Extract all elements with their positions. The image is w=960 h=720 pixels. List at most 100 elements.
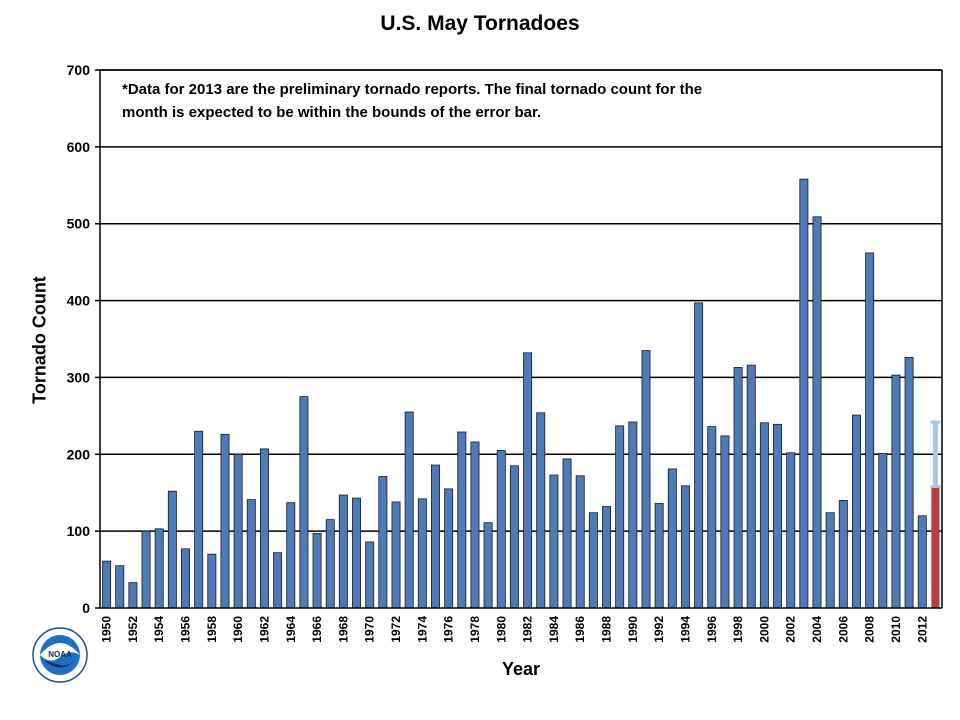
x-tick-label: 2008 <box>863 616 877 643</box>
x-tick-label: 1992 <box>652 616 666 643</box>
x-tick-label: 2006 <box>836 616 850 643</box>
x-tick-label: 1982 <box>521 616 535 643</box>
bar-1989 <box>615 425 625 609</box>
bar-1985 <box>562 458 572 609</box>
x-tick-label: 1998 <box>731 616 745 643</box>
y-tick-label: 0 <box>82 600 90 616</box>
x-tick-label: 1974 <box>415 616 429 643</box>
x-tick-label: 2004 <box>810 616 824 643</box>
bar-1953 <box>141 530 151 609</box>
bar-2003 <box>799 178 809 609</box>
bar-2007 <box>852 414 861 609</box>
x-tick-label: 1986 <box>573 616 587 643</box>
y-tick-label: 200 <box>67 446 91 462</box>
bar-1965 <box>299 396 309 609</box>
bar-1957 <box>194 430 204 609</box>
bar-1995 <box>694 302 704 609</box>
y-tick-label: 400 <box>67 293 91 309</box>
x-tick-label: 1990 <box>626 616 640 643</box>
bar-1967 <box>325 519 335 609</box>
x-tick-label: 1968 <box>336 616 350 643</box>
chart-title: U.S. May Tornadoes <box>380 12 580 35</box>
x-tick-label: 1988 <box>600 616 614 643</box>
bar-1990 <box>628 421 638 609</box>
bar-1986 <box>575 475 585 609</box>
bar-1950 <box>102 560 112 609</box>
bar-1998 <box>733 367 743 609</box>
x-tick-label: 1964 <box>284 616 298 643</box>
bar-2008 <box>865 252 875 609</box>
bar-1980 <box>496 450 506 609</box>
y-tick-label: 700 <box>67 62 91 78</box>
x-tick-label: 2010 <box>889 616 903 643</box>
x-tick-label: 1980 <box>494 616 508 643</box>
x-tick-label: 2000 <box>757 616 771 643</box>
bar-2009 <box>878 453 888 609</box>
bar-1988 <box>602 506 611 609</box>
bar-1972 <box>391 501 401 609</box>
bars <box>102 178 940 609</box>
x-tick-label: 1958 <box>205 616 219 643</box>
bar-1959 <box>220 433 230 609</box>
bar-1991 <box>641 350 651 609</box>
bar-1978 <box>470 441 480 609</box>
y-axis-label: Tornado Count <box>29 276 50 404</box>
bar-1999 <box>746 364 756 609</box>
x-tick-label: 2002 <box>784 616 798 643</box>
bar-1974 <box>417 498 427 609</box>
bar-1997 <box>720 435 730 609</box>
chart-annotation: *Data for 2013 are the preliminary torna… <box>122 81 703 121</box>
x-tick-label: 1976 <box>442 616 456 643</box>
bar-1977 <box>457 431 467 609</box>
x-tick-label: 1952 <box>126 616 140 643</box>
bar-1956 <box>181 548 190 609</box>
x-tick-labels: 1950 1952 1954 1956 1958 1960 1962 1964 1966 1968… <box>100 616 930 643</box>
bar-2004 <box>812 216 822 609</box>
x-tick-label: 1996 <box>705 616 719 643</box>
error-bar <box>930 420 941 489</box>
x-tick-label: 2012 <box>915 616 929 643</box>
y-tick-label: 300 <box>67 369 91 385</box>
x-tick-label: 1960 <box>231 616 245 643</box>
bar-1975 <box>431 464 440 609</box>
y-tick-labels: 0 100 200 300 400 500 600 700 <box>67 62 91 616</box>
bar-1963 <box>273 552 283 609</box>
bar-1983 <box>536 412 546 609</box>
bar-2001 <box>773 423 783 609</box>
x-tick-label: 1994 <box>678 616 692 643</box>
bar-1954 <box>154 528 164 609</box>
bar-1979 <box>483 522 493 609</box>
bar-1962 <box>259 448 269 609</box>
x-tick-label: 1984 <box>547 616 561 643</box>
bar-1982 <box>523 352 533 609</box>
bar-1969 <box>352 497 362 609</box>
bar-1981 <box>509 465 519 609</box>
bar-1994 <box>680 485 690 609</box>
x-tick-label: 1954 <box>152 616 166 643</box>
bar-1968 <box>338 494 348 609</box>
x-tick-label: 1966 <box>310 616 324 643</box>
bar-1984 <box>549 474 559 609</box>
bar-2012 <box>917 515 927 609</box>
bar-2006 <box>838 499 848 609</box>
y-tick-label: 500 <box>67 216 91 232</box>
bar-1955 <box>167 490 177 609</box>
x-tick-label: 1956 <box>179 616 193 643</box>
noaa-logo-icon: NOAA <box>32 627 88 683</box>
bar-1961 <box>246 499 256 609</box>
bar-1973 <box>404 411 414 609</box>
bar-2013 <box>931 486 940 608</box>
bar-1952 <box>128 582 138 609</box>
bar-1996 <box>707 426 717 609</box>
bar-1992 <box>654 503 664 609</box>
bar-2010 <box>891 374 901 609</box>
y-tick-label: 600 <box>67 139 91 155</box>
svg-text:NOAA: NOAA <box>48 650 72 659</box>
bar-1993 <box>667 468 677 609</box>
bar-1987 <box>588 512 598 609</box>
bar-1976 <box>444 488 454 609</box>
x-tick-label: 1972 <box>389 616 403 643</box>
bar-1971 <box>378 476 388 609</box>
bar-2005 <box>825 512 835 609</box>
